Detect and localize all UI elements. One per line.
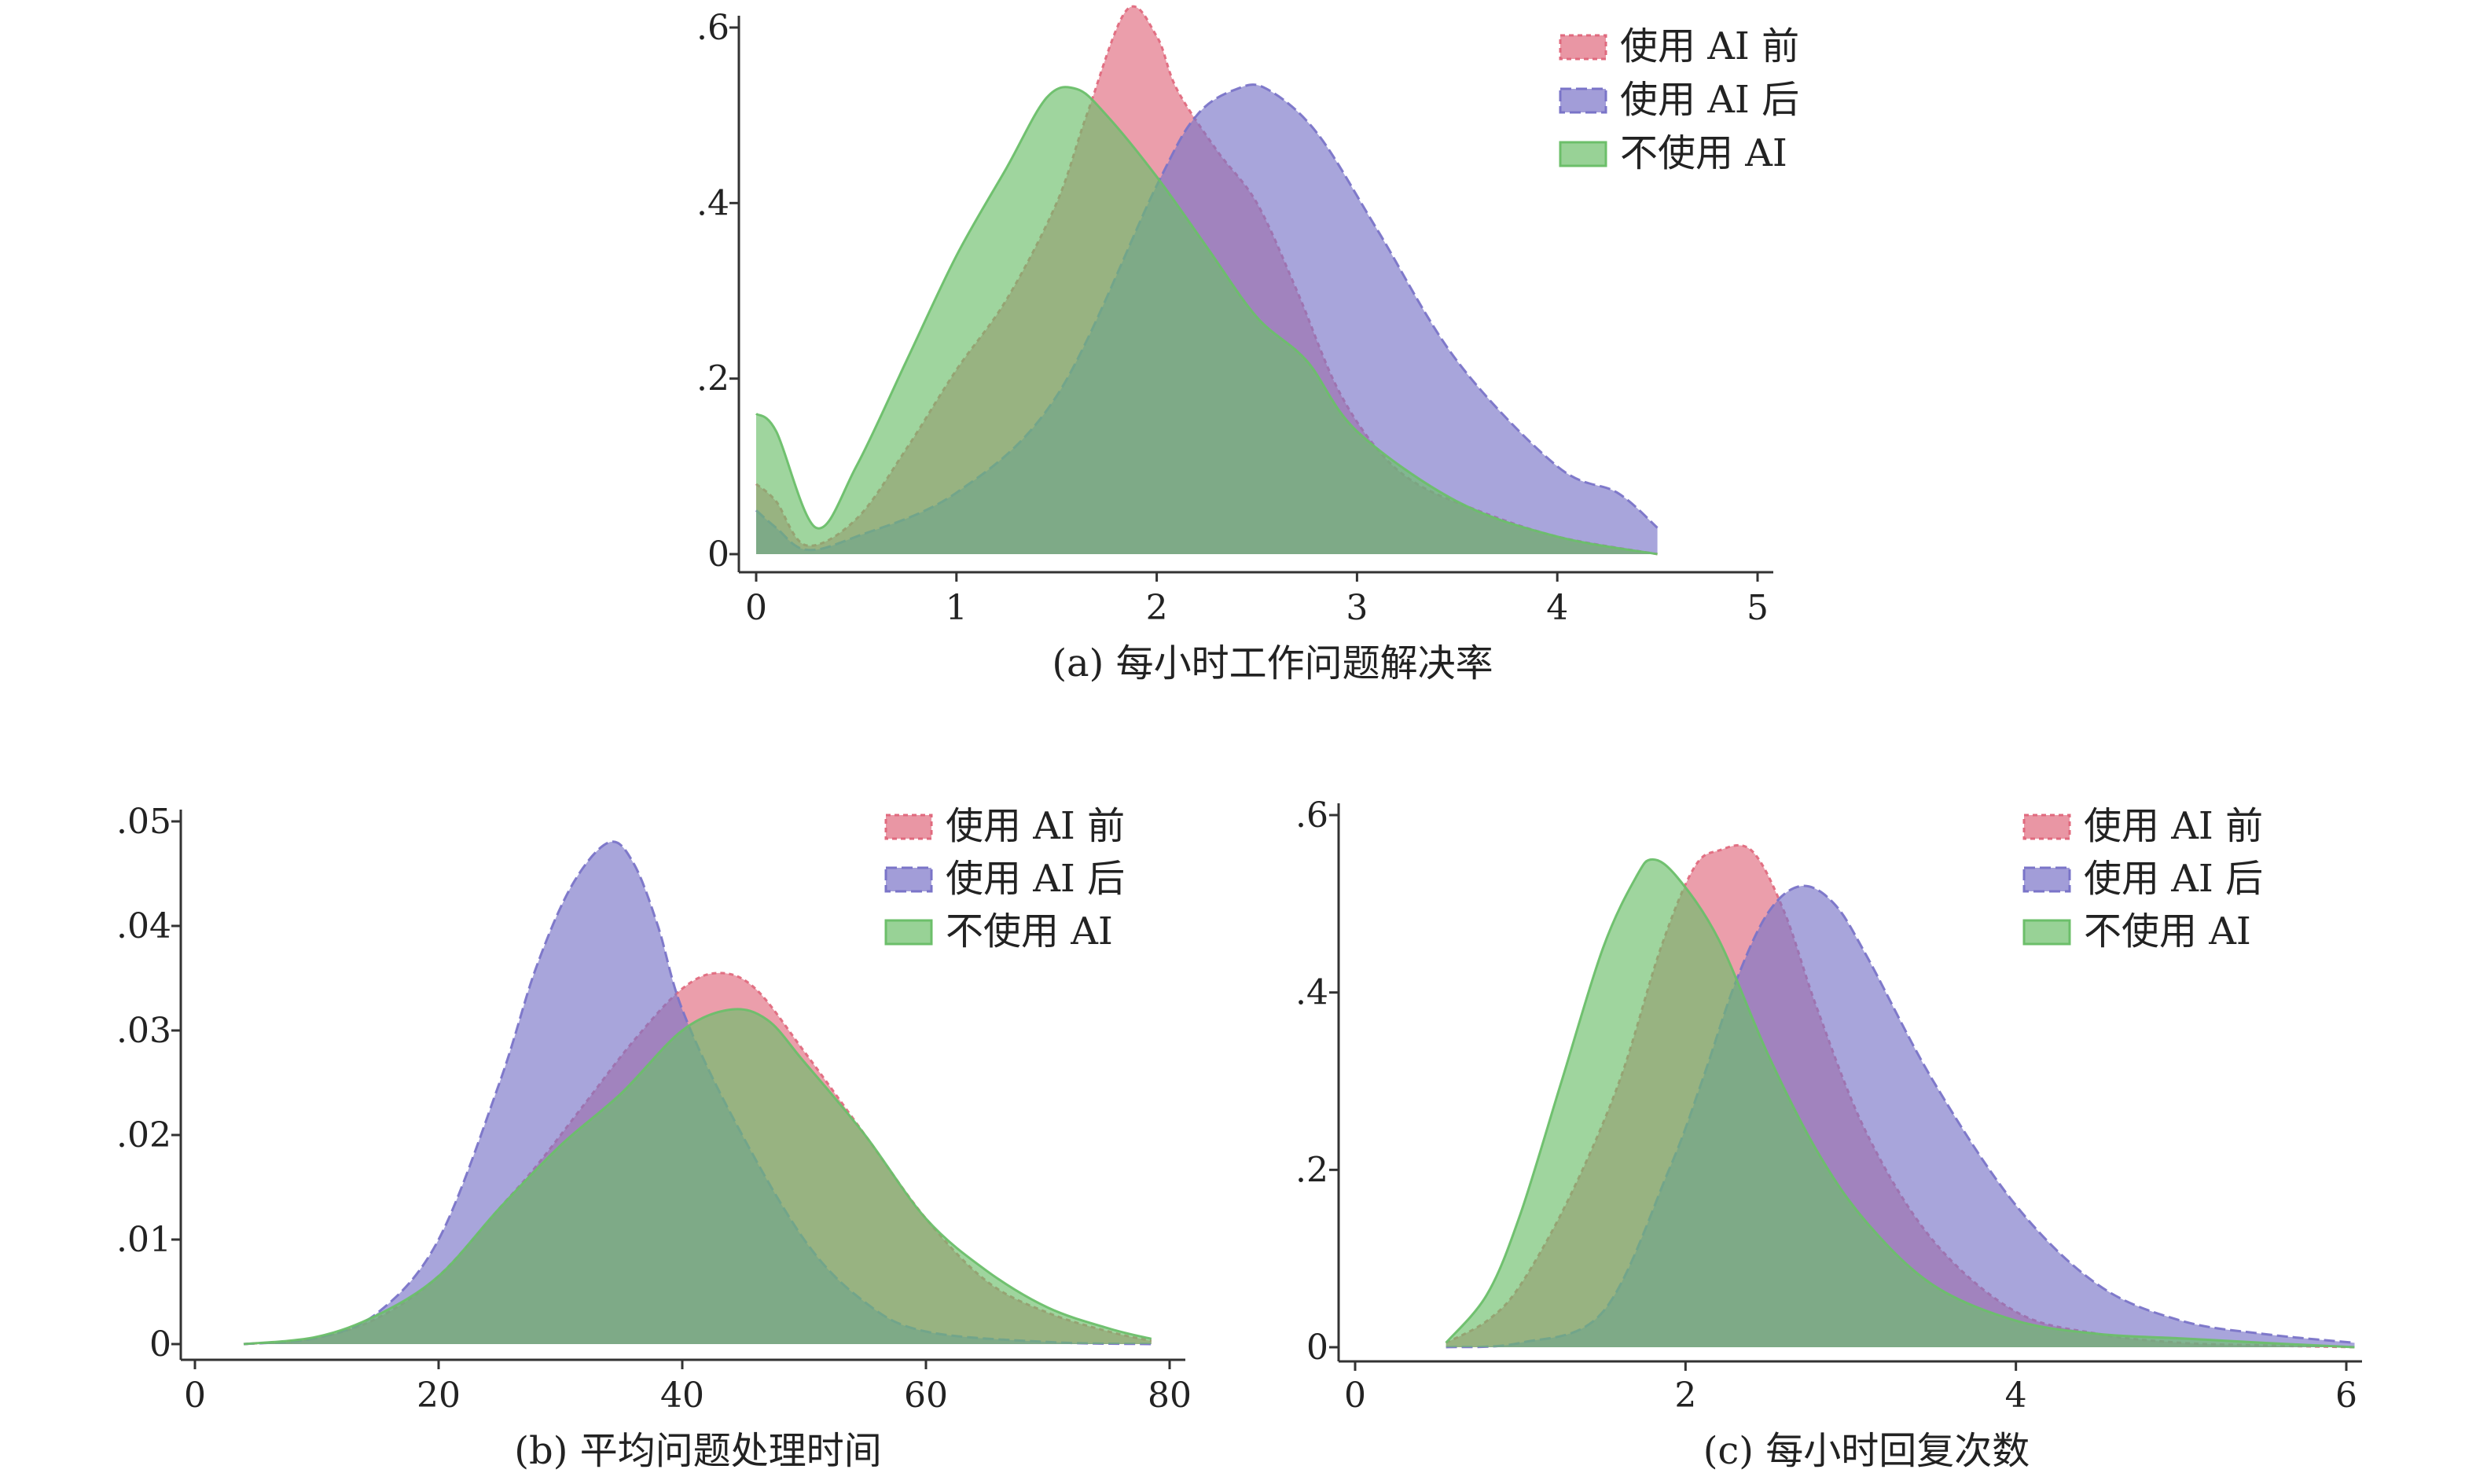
legend-swatch-no-ai [884,919,933,946]
panel-b-chart: 0 .01 .02 .03 .04 .05 0 20 40 60 80 (b) 平均问题处理时间 使用 … [116,802,1192,1473]
y-tick-label: .02 [116,1115,171,1155]
x-tick-label: 4 [1546,588,1568,628]
legend-swatch-before-ai [2022,814,2071,840]
legend-label-no-ai: 不使用 AI [1620,131,1787,175]
panel-a-chart: 0 .2 .4 .6 0 1 2 3 4 5 (a) 每小时工作问题解决率 使用 AI 前使用 AI … [696,5,1799,685]
y-tick-label: .6 [1295,795,1328,836]
series-line-no-ai [1445,858,2355,1349]
legend-label-no-ai: 不使用 AI [2084,909,2251,953]
legend-label-before-ai: 使用 AI 前 [2084,804,2263,848]
y-tick-label: .2 [1295,1150,1328,1190]
panel-caption: (c) 每小时回复次数 [1703,1429,2030,1473]
legend-swatch-after-ai [2022,866,2071,893]
legend-swatch-after-ai [884,866,933,893]
legend-swatch-after-ai [1559,87,1607,114]
legend-label-before-ai: 使用 AI 前 [1620,24,1799,68]
x-tick-label: 4 [2005,1376,2027,1416]
series-area-no-ai [244,1008,1152,1344]
x-tick-label: 60 [904,1376,948,1416]
panel-c-chart: 0 .2 .4 .6 0 2 4 6 (c) 每小时回复次数 使用 AI 前使用 AI 后不使用 … [1295,795,2362,1473]
x-tick-label: 1 [946,588,968,628]
y-tick-label: .4 [1295,973,1328,1013]
y-tick-label: .01 [116,1220,171,1260]
legend-swatch-no-ai [1559,141,1607,167]
legend-swatch-no-ai [2022,919,2071,946]
x-tick-label: 80 [1148,1376,1192,1416]
x-tick-label: 0 [1344,1376,1366,1416]
legend-label-before-ai: 使用 AI 前 [946,804,1125,848]
panel-caption: (a) 每小时工作问题解决率 [1052,641,1493,685]
legend-label-after-ai: 使用 AI 后 [2084,857,2263,901]
x-tick-label: 0 [745,588,767,628]
x-tick-label: 6 [2335,1376,2357,1416]
legend-label-after-ai: 使用 AI 后 [1620,78,1799,122]
x-tick-label: 20 [417,1376,461,1416]
legend-swatch-before-ai [884,814,933,840]
legend-label-no-ai: 不使用 AI [946,909,1113,953]
y-tick-label: .6 [696,8,729,48]
x-tick-label: 0 [184,1376,206,1416]
y-tick-label: .4 [696,183,729,223]
legend-label-after-ai: 使用 AI 后 [946,857,1125,901]
series-line-no-ai [755,86,1658,556]
y-tick-label: 0 [707,534,729,575]
series-area-no-ai [1446,859,2355,1347]
panel-caption: (b) 平均问题处理时间 [514,1429,881,1473]
series-area-no-ai [756,86,1658,555]
x-tick-label: 3 [1346,588,1368,628]
x-tick-label: 5 [1747,588,1769,628]
y-tick-label: 0 [149,1324,171,1365]
y-tick-label: .03 [116,1011,171,1051]
series-line-after-ai [755,83,1659,552]
x-tick-label: 40 [660,1376,704,1416]
y-tick-label: .05 [116,802,171,842]
legend-swatch-before-ai [1559,34,1607,61]
y-tick-label: .2 [696,359,729,399]
series-line-after-ai [243,840,1152,1346]
series-line-no-ai [243,1008,1152,1346]
x-tick-label: 2 [1146,588,1168,628]
y-tick-label: .04 [116,906,171,946]
x-tick-label: 2 [1674,1376,1696,1416]
y-tick-label: 0 [1306,1328,1328,1368]
